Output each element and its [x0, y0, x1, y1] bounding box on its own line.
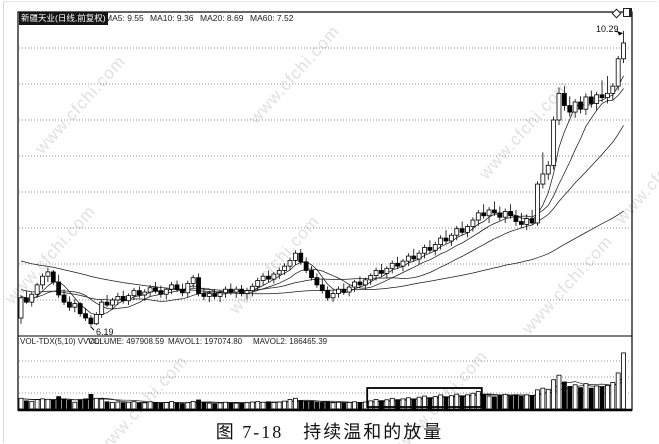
- gridlines: [19, 47, 631, 394]
- volume-highlight-box: [366, 387, 483, 408]
- low-price-label: 6.19: [96, 327, 114, 337]
- candles: [18, 30, 626, 326]
- annotations: [90, 30, 623, 408]
- ma5-value: MA5: 9.55: [105, 13, 144, 23]
- mavol2-value: MAVOL2: 186465.39: [253, 337, 328, 346]
- stock-title-badge: 新疆天业(日线,前复权): [19, 12, 108, 25]
- chart-frame: [17, 11, 633, 412]
- ma-lines: [20, 75, 624, 404]
- high-price-label: 10.29: [596, 24, 619, 34]
- volume-value: VOLUME: 497908.59: [88, 337, 165, 346]
- ma10-value: MA10: 9.36: [150, 13, 194, 23]
- ma60-value: MA60: 7.52: [250, 13, 294, 23]
- volume-indicator-label: VOL-TDX(5,10) VVOL: -: [20, 337, 107, 346]
- mavol1-value: MAVOL1: 197074.80: [168, 337, 243, 346]
- ma20-value: MA20: 8.69: [200, 13, 244, 23]
- window-restore-icon[interactable]: [623, 8, 632, 17]
- figure-caption: 图 7-18 持续温和的放量: [215, 422, 444, 442]
